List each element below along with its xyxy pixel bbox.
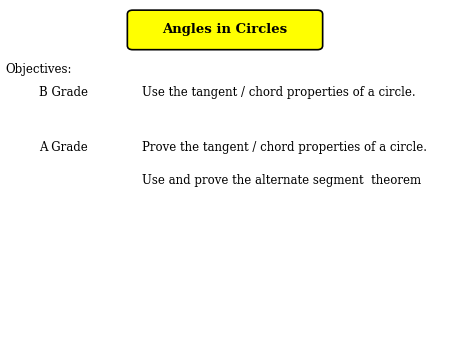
- FancyBboxPatch shape: [127, 10, 323, 50]
- Text: Use and prove the alternate segment  theorem: Use and prove the alternate segment theo…: [142, 174, 421, 187]
- Text: Objectives:: Objectives:: [5, 63, 72, 76]
- Text: Use the tangent / chord properties of a circle.: Use the tangent / chord properties of a …: [142, 87, 415, 99]
- Text: Prove the tangent / chord properties of a circle.: Prove the tangent / chord properties of …: [142, 141, 427, 153]
- Text: A Grade: A Grade: [39, 141, 88, 153]
- Text: B Grade: B Grade: [39, 87, 88, 99]
- Text: Angles in Circles: Angles in Circles: [162, 23, 288, 37]
